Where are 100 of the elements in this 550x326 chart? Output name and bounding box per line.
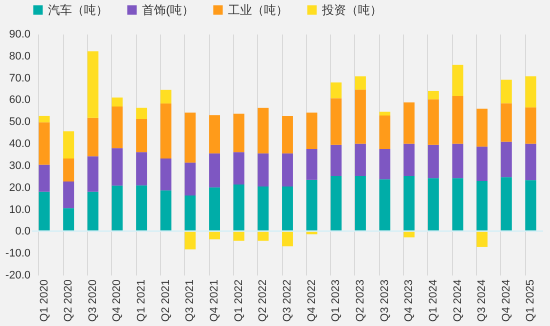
bar [330, 176, 342, 232]
bar [209, 153, 220, 188]
bar [160, 90, 172, 104]
bar [476, 231, 488, 247]
bar [404, 102, 415, 144]
bar [500, 142, 512, 178]
x-tick-label: Q2 2024 [452, 280, 464, 322]
bar [160, 103, 172, 158]
x-tick-label: Q3 2022 [282, 280, 294, 322]
bar [136, 185, 148, 232]
x-tick-label: Q3 2023 [378, 280, 391, 322]
bar [233, 184, 244, 232]
legend-label: 工业（吨） [228, 3, 288, 17]
y-tick-label: 40.0 [9, 138, 30, 150]
bar [306, 180, 318, 232]
x-tick-label: Q3 2020 [86, 280, 99, 322]
y-tick-label: 90.0 [9, 28, 30, 40]
bar [379, 179, 390, 232]
bar [112, 148, 123, 186]
y-tick-label: 0.0 [15, 226, 30, 238]
bar [428, 144, 439, 178]
x-tick-label: Q4 2024 [500, 280, 512, 322]
bar [136, 152, 148, 186]
x-tick-label: Q1 2024 [427, 280, 440, 322]
x-tick-label: Q4 2021 [208, 280, 221, 322]
bar [38, 192, 50, 232]
bar [354, 176, 366, 232]
bar [354, 144, 366, 176]
bar [233, 152, 244, 185]
bar [379, 149, 390, 180]
bar [452, 96, 464, 144]
bar [184, 231, 196, 250]
bar [330, 98, 342, 145]
x-tick-label: Q2 2022 [257, 280, 270, 322]
bar [282, 153, 293, 186]
bar [63, 158, 74, 182]
y-tick-label: 50.0 [9, 116, 30, 128]
bar [258, 231, 269, 241]
bar [404, 144, 415, 176]
x-tick-label: Q2 2021 [160, 280, 172, 322]
y-tick-label: 20.0 [9, 182, 30, 194]
bar [258, 186, 269, 232]
bar [379, 112, 390, 116]
bar [136, 119, 148, 152]
bar [87, 118, 98, 156]
x-tick-label: Q4 2023 [403, 280, 416, 322]
bar [160, 158, 172, 190]
bar [38, 122, 50, 165]
bar [63, 208, 74, 232]
bar [282, 231, 293, 246]
x-tick-label: Q2 2023 [354, 280, 366, 322]
x-tick-label: Q1 2025 [524, 280, 537, 322]
bar [525, 107, 536, 144]
bar [38, 116, 50, 122]
bar [452, 144, 464, 178]
bar [354, 76, 366, 90]
bar [233, 114, 244, 152]
bar [476, 146, 488, 182]
y-tick-label: -10.0 [5, 248, 30, 260]
bar [379, 116, 390, 150]
bar [184, 162, 196, 196]
bar [476, 181, 488, 232]
legend-label: 首饰(吨） [142, 3, 194, 17]
bar [209, 187, 220, 232]
bar [428, 178, 439, 232]
y-tick-label: 80.0 [9, 50, 30, 62]
bar [428, 99, 439, 145]
x-tick-label: Q1 2020 [38, 280, 50, 322]
x-tick-label: Q4 2022 [306, 280, 318, 322]
y-tick-label: 70.0 [9, 72, 30, 84]
legend-label: 汽车（吨） [48, 3, 108, 17]
bar [184, 195, 196, 232]
bar [500, 80, 512, 104]
bar [500, 103, 512, 142]
bar [306, 112, 318, 150]
x-tick-label: Q1 2023 [330, 280, 342, 322]
bar [87, 156, 98, 192]
bar [87, 192, 98, 232]
bar [160, 190, 172, 232]
bar [38, 164, 50, 192]
x-tick-label: Q3 2021 [184, 280, 196, 322]
bar [500, 177, 512, 232]
x-tick-label: Q1 2022 [232, 280, 245, 322]
bar [112, 106, 123, 148]
bar [476, 108, 488, 147]
bar [330, 144, 342, 176]
bar [428, 90, 439, 100]
bar [63, 131, 74, 158]
bar [282, 116, 293, 154]
y-tick-label: -20.0 [5, 270, 30, 282]
bar [112, 98, 123, 107]
bar [452, 64, 464, 96]
y-tick-label: 60.0 [9, 94, 30, 106]
bar [330, 82, 342, 98]
x-tick-label: Q2 2020 [62, 280, 75, 322]
bar [354, 90, 366, 144]
legend-label: 投资（吨） [321, 3, 382, 17]
bar [452, 178, 464, 232]
bar [63, 181, 74, 208]
bar [258, 108, 269, 154]
